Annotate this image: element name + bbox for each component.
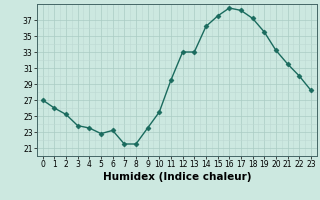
- X-axis label: Humidex (Indice chaleur): Humidex (Indice chaleur): [102, 172, 251, 182]
